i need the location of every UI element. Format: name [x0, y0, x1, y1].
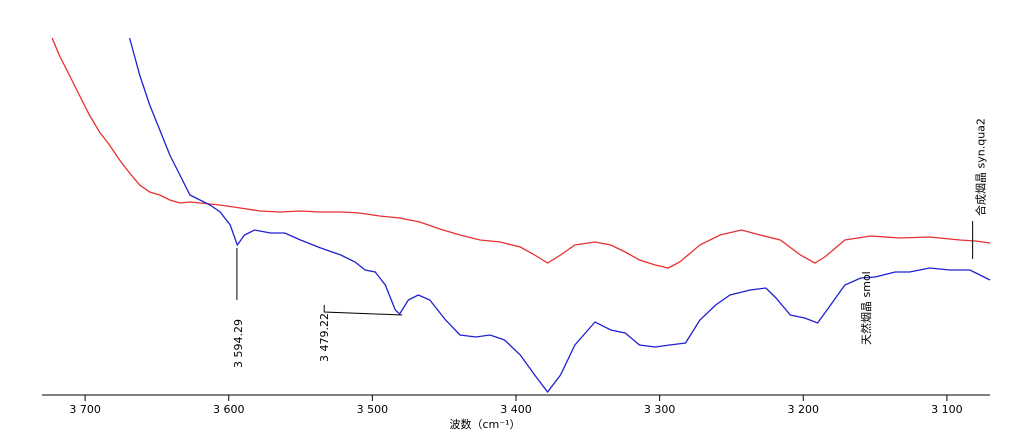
spectrum-line — [51, 37, 991, 269]
x-tick-label: 3 200 — [788, 403, 820, 416]
series-label: 天然烟晶 smol — [859, 271, 873, 345]
x-tick-label: 3 600 — [213, 403, 245, 416]
x-tick-label: 3 700 — [69, 403, 101, 416]
x-tick-label: 3 500 — [357, 403, 389, 416]
annotation-leader — [323, 305, 403, 316]
annotation: 3 479.22 — [318, 313, 331, 362]
spectrum-line — [128, 37, 991, 394]
series-label: 合成烟晶 syn.qua2 — [974, 118, 988, 216]
x-axis-label: 波数（cm⁻¹） — [450, 418, 521, 431]
x-tick-label: 3 100 — [931, 403, 963, 416]
x-tick-label: 3 400 — [500, 403, 532, 416]
annotation: 3 594.29 — [232, 319, 245, 368]
x-tick-label: 3 300 — [644, 403, 676, 416]
